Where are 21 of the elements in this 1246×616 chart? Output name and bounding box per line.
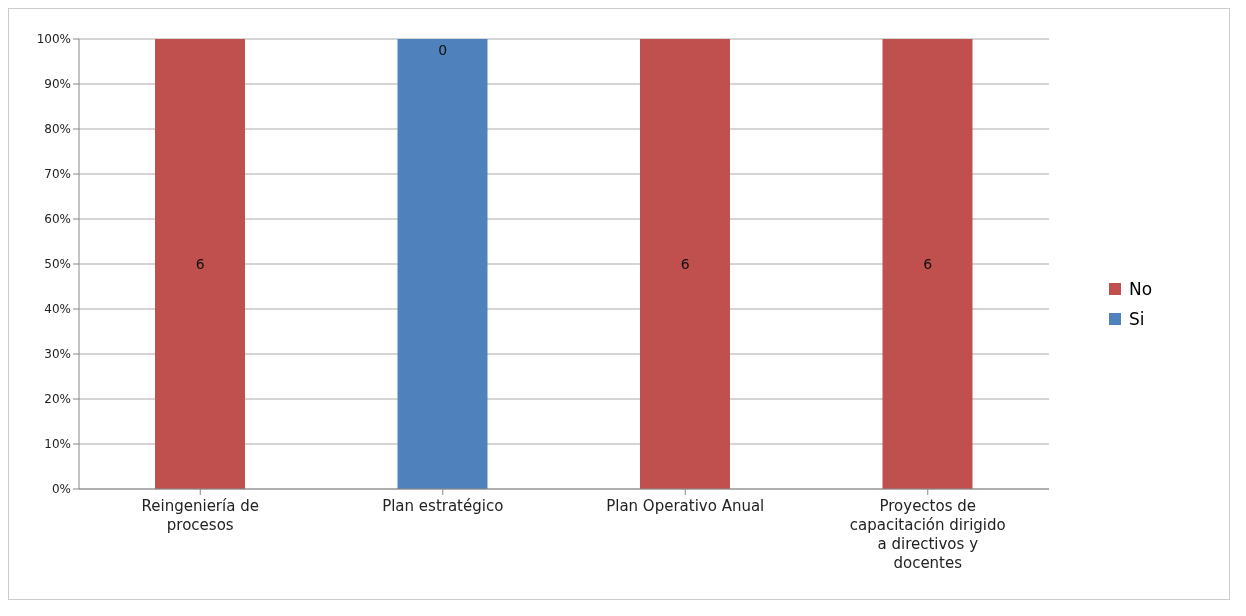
y-tick-label: 100% — [36, 32, 71, 47]
y-tick-label: 90% — [44, 77, 71, 92]
y-tick-label: 60% — [44, 212, 71, 227]
y-tick-label: 70% — [44, 167, 71, 182]
x-tick-label: Plan Operativo Anual — [606, 497, 765, 515]
annotation: 0 — [438, 42, 448, 58]
y-tick-label: 20% — [44, 392, 71, 407]
y-tick-label: 80% — [44, 122, 71, 137]
annotation: 6 — [923, 256, 933, 272]
x-tick-label: Proyectos de capacitación dirigido a directivos y docentes — [849, 497, 1006, 572]
y-tick-label: 50% — [44, 257, 71, 272]
y-tick-label: 10% — [44, 437, 71, 452]
y-tick-label: 0% — [51, 482, 71, 497]
annotation: 6 — [195, 256, 205, 272]
legend-label: Si — [1129, 309, 1145, 329]
y-tick-label: 40% — [44, 302, 71, 317]
annotation: 6 — [680, 256, 690, 272]
x-tick-label: Reingeniería de procesos — [141, 497, 259, 534]
x-tick-label: Plan estratégico — [382, 497, 504, 515]
legend-label: No — [1129, 279, 1153, 299]
y-tick-label: 30% — [44, 347, 71, 362]
